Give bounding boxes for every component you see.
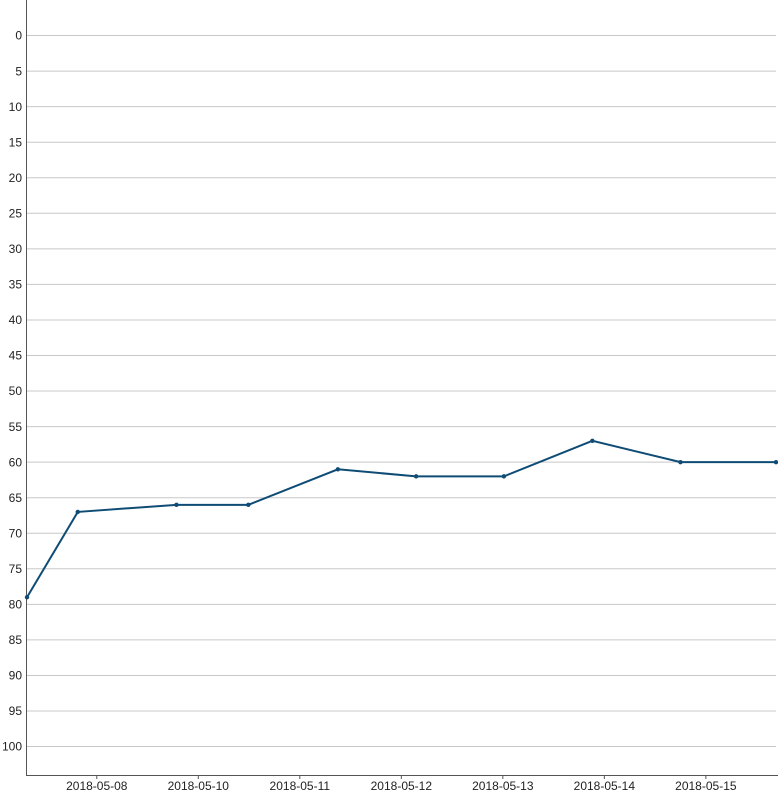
point [773,459,778,465]
y-tick-label: 90 [9,669,23,683]
y-tick-label: 30 [9,242,23,256]
y-tick-label: 25 [9,206,23,220]
x-tick-label: 2018-05-13 [472,779,534,793]
y-tick-label: 70 [9,526,23,540]
y-tick-label: 20 [9,171,23,185]
y-tick-label: 75 [9,562,23,576]
point [678,459,683,465]
x-tick-label: 2018-05-14 [574,779,636,793]
point [590,438,595,444]
x-tick-label: 2018-05-08 [66,779,128,793]
x-tick-label: 2018-05-12 [371,779,433,793]
y-tick-label: 0 [15,29,22,43]
y-tick-label: 95 [9,704,23,718]
x-tick-label: 2018-05-11 [270,779,331,793]
y-tick-label: 80 [9,598,23,612]
y-tick-label: 100 [2,740,22,754]
point [501,474,507,479]
line [26,439,776,598]
point [75,509,80,515]
y-tick-label: 10 [9,100,23,114]
y-tick-label: 60 [9,455,23,469]
point [335,467,341,472]
x-tick-label: 2018-05-10 [168,779,230,793]
point [24,595,30,600]
y-tick-label: 55 [9,420,23,434]
x-tick-label: 2018-05-15 [675,779,737,793]
y-tick-label: 35 [9,278,23,292]
y-tick-label: 50 [9,384,23,398]
y-tick-label: 65 [9,491,23,505]
point [246,502,251,508]
point [413,474,419,479]
y-tick-label: 85 [9,633,23,647]
y-tick-label: 45 [9,349,23,363]
point [174,502,179,508]
y-tick-label: 40 [9,313,23,327]
y-tick-label: 5 [15,64,22,78]
y-tick-label: 15 [9,135,23,149]
